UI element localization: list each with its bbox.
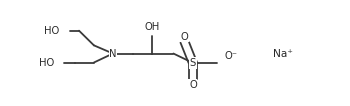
Text: O⁻: O⁻	[224, 51, 237, 61]
Text: O: O	[189, 80, 197, 90]
Text: S: S	[190, 58, 196, 68]
Text: Na⁺: Na⁺	[273, 49, 292, 59]
Text: N: N	[109, 49, 117, 59]
Text: HO: HO	[44, 26, 60, 36]
Text: OH: OH	[145, 22, 160, 32]
Text: O: O	[181, 32, 189, 42]
Text: HO: HO	[39, 58, 54, 68]
